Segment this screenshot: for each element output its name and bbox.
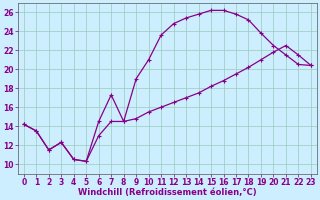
X-axis label: Windchill (Refroidissement éolien,°C): Windchill (Refroidissement éolien,°C) [78, 188, 257, 197]
